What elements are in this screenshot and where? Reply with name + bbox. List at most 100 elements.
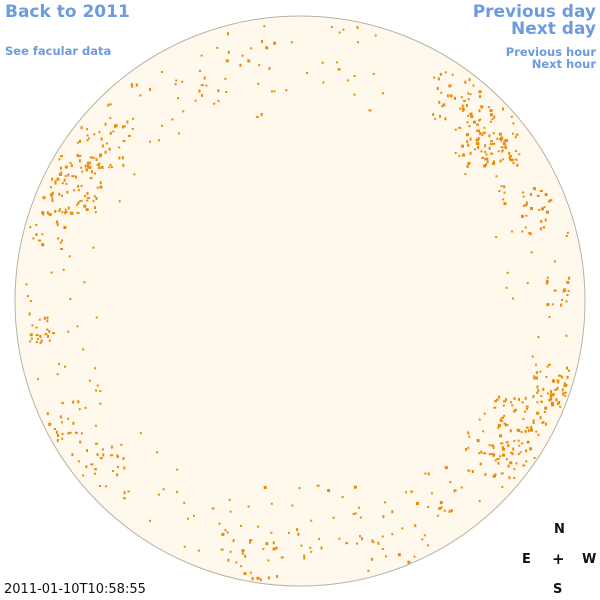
facula-speck xyxy=(371,539,374,543)
facula-speck xyxy=(495,175,498,178)
facula-speck xyxy=(464,80,467,84)
facula-speck xyxy=(79,139,81,143)
facula-speck xyxy=(511,404,514,407)
facula-speck xyxy=(454,128,457,131)
observation-timestamp: 2011-01-10T10:58:55 xyxy=(4,582,146,597)
facula-speck xyxy=(496,137,499,140)
facula-speck xyxy=(374,34,377,37)
facula-speck xyxy=(543,206,546,209)
facula-speck xyxy=(513,439,516,442)
facula-speck xyxy=(273,41,277,45)
facula-speck xyxy=(121,156,124,160)
facula-speck xyxy=(96,163,100,166)
facula-speck xyxy=(82,474,85,477)
facula-speck xyxy=(551,303,554,306)
facula-speck xyxy=(542,387,545,391)
facula-speck xyxy=(532,422,535,425)
facula-speck xyxy=(342,28,345,31)
facula-speck xyxy=(51,177,54,181)
facula-speck xyxy=(56,223,59,227)
facula-speck xyxy=(361,537,363,541)
back-to-year-link[interactable]: Back to 2011 xyxy=(5,2,130,22)
facula-speck xyxy=(35,341,38,344)
facula-speck xyxy=(511,230,514,233)
facula-speck xyxy=(546,392,549,395)
facula-speck xyxy=(64,211,67,215)
facula-speck xyxy=(486,160,489,164)
facula-speck xyxy=(183,501,186,504)
facula-speck xyxy=(356,542,358,545)
facula-speck xyxy=(514,408,518,411)
facula-speck xyxy=(99,181,102,185)
facula-speck xyxy=(93,195,96,198)
facula-speck xyxy=(98,131,101,134)
facula-speck xyxy=(80,166,83,169)
facula-speck xyxy=(93,133,96,136)
facula-speck xyxy=(502,447,506,451)
facula-speck xyxy=(454,96,456,100)
facula-speck xyxy=(178,132,180,135)
facula-speck xyxy=(321,61,324,64)
facula-speck xyxy=(529,447,533,451)
facula-speck xyxy=(563,288,567,292)
facula-speck xyxy=(539,416,542,420)
facula-speck xyxy=(116,454,119,458)
facula-speck xyxy=(564,394,567,397)
see-facular-data-link[interactable]: See facular data xyxy=(5,44,112,58)
facula-speck xyxy=(41,233,44,236)
facula-speck xyxy=(478,119,481,122)
previous-day-link[interactable]: Previous day xyxy=(472,2,596,22)
facula-speck xyxy=(505,139,508,142)
facula-speck xyxy=(99,153,103,157)
facula-speck xyxy=(226,531,229,534)
facula-speck xyxy=(54,209,57,213)
facula-speck xyxy=(273,90,276,93)
facula-speck xyxy=(126,120,129,124)
previous-hour-link[interactable]: Previous hour xyxy=(505,45,596,59)
facula-speck xyxy=(492,142,496,145)
facula-speck xyxy=(29,300,32,302)
facula-speck xyxy=(99,402,102,405)
facula-speck xyxy=(504,144,507,147)
facula-speck xyxy=(285,89,288,92)
facula-speck xyxy=(525,214,528,217)
facula-speck xyxy=(263,25,266,28)
facula-speck xyxy=(88,161,91,165)
facula-speck xyxy=(421,538,424,541)
facula-speck xyxy=(139,432,142,435)
facula-speck xyxy=(91,156,95,159)
facula-speck xyxy=(492,446,495,449)
facula-speck xyxy=(510,115,513,118)
facula-speck xyxy=(444,71,447,74)
compass-center-cross: + xyxy=(552,550,565,568)
facula-speck xyxy=(522,464,526,467)
facula-speck xyxy=(262,547,265,550)
facula-speck xyxy=(250,47,253,50)
facula-speck xyxy=(536,391,539,394)
facula-speck xyxy=(118,146,121,149)
facula-speck xyxy=(513,397,516,401)
facula-speck xyxy=(77,189,80,192)
facula-speck xyxy=(86,139,89,142)
facula-speck xyxy=(127,490,130,493)
next-hour-link[interactable]: Next hour xyxy=(531,57,596,71)
facula-speck xyxy=(122,140,126,143)
facula-speck xyxy=(53,428,56,430)
facula-speck xyxy=(467,114,470,117)
facula-speck xyxy=(407,560,411,564)
facula-speck xyxy=(51,196,54,199)
facula-speck xyxy=(68,431,72,434)
facula-speck xyxy=(161,71,163,73)
facula-speck xyxy=(127,134,131,137)
facula-speck xyxy=(511,452,514,456)
facula-speck xyxy=(122,457,125,460)
facula-speck xyxy=(249,539,253,542)
facula-speck xyxy=(566,231,569,234)
facula-speck xyxy=(94,211,97,214)
facula-speck xyxy=(72,421,75,425)
facula-speck xyxy=(484,473,487,477)
facula-speck xyxy=(521,401,524,404)
next-day-link[interactable]: Next day xyxy=(511,19,596,39)
facula-speck xyxy=(213,102,216,105)
facula-speck xyxy=(35,233,38,236)
